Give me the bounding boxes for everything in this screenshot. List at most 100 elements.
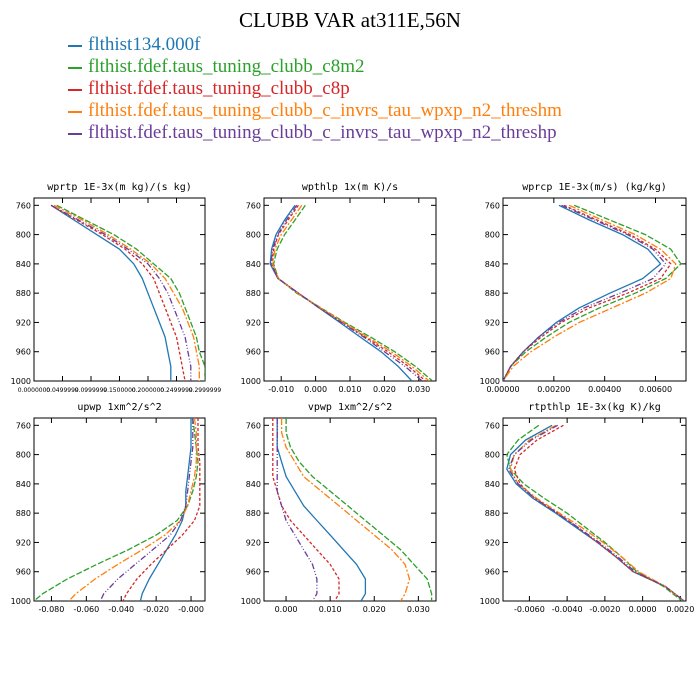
x-tick-label: 0.020 — [363, 605, 386, 614]
series-line-5 — [270, 204, 423, 381]
panel-title: upwp 1xm^2/s^2 — [77, 402, 161, 413]
plot-frame — [33, 417, 206, 602]
y-tick-label: 1000 — [241, 377, 261, 386]
series-line-3 — [50, 204, 186, 381]
x-tick-label: 0.1500000 — [103, 387, 136, 394]
series-line-4 — [271, 204, 430, 381]
y-tick-label: 760 — [16, 421, 31, 430]
series-line-3 — [513, 424, 685, 601]
legend-label: flthist.fdef.taus_tuning_clubb_c8m2 — [88, 56, 365, 77]
x-tick-label: 0.000 — [275, 605, 298, 614]
y-tick-label: 840 — [246, 480, 261, 489]
series-line-3 — [503, 204, 672, 381]
series-line-2 — [56, 204, 205, 381]
y-tick-label: 760 — [246, 201, 261, 210]
series-line-1 — [276, 418, 367, 601]
y-tick-label: 880 — [246, 509, 261, 518]
y-tick-label: 840 — [485, 480, 500, 489]
x-tick-label: -0.000 — [178, 605, 204, 614]
main-title: CLUBB VAR at311E,56N — [239, 8, 461, 32]
legend-label: flthist134.000f — [88, 34, 201, 55]
y-tick-label: 1000 — [241, 597, 261, 606]
x-tick-label: -0.060 — [73, 605, 99, 614]
x-tick-label: 0.0000000 — [18, 387, 51, 394]
series-line-4 — [503, 204, 677, 381]
legend-line-icon — [68, 88, 82, 91]
x-tick-label: -0.020 — [143, 605, 169, 614]
x-tick-label: 0.020 — [373, 385, 396, 394]
x-tick-label: 0.0000 — [629, 605, 657, 614]
series-line-1 — [506, 424, 685, 601]
y-tick-label: 760 — [485, 421, 500, 430]
x-tick-label: 0.0999999 — [75, 387, 108, 394]
y-tick-label: 760 — [485, 201, 500, 210]
y-tick-label: 920 — [246, 318, 261, 327]
legend-entry: flthist.fdef.taus_tuning_clubb_c_invrs_t… — [68, 100, 562, 122]
panel-title: vpwp 1xm^2/s^2 — [308, 402, 392, 413]
chart-panel-4: upwp 1xm^2/s^2 760 800 840 880 920 960 1000 -0.0… — [11, 402, 206, 614]
x-tick-label: 0.0499999 — [46, 387, 79, 394]
y-tick-label: 800 — [246, 231, 261, 240]
x-tick-label: -0.040 — [108, 605, 134, 614]
series-line-1 — [139, 418, 192, 601]
chart-panel-2: wpthlp 1x(m K)/s 760 800 840 880 920 960 1000 -0… — [241, 182, 437, 394]
legend-line-icon — [68, 66, 82, 69]
y-tick-label: 1000 — [480, 377, 500, 386]
y-tick-label: 920 — [16, 318, 31, 327]
legend-line-icon — [68, 110, 82, 113]
y-tick-label: 800 — [16, 451, 31, 460]
y-tick-label: 880 — [16, 289, 31, 298]
series-line-5 — [503, 204, 667, 381]
figure-header: CLUBB VAR at311E,56N flthist134.000f flt… — [0, 0, 700, 160]
series-line-2 — [34, 418, 199, 601]
y-tick-label: 880 — [16, 509, 31, 518]
series-line-3 — [270, 204, 427, 381]
y-tick-label: 760 — [16, 201, 31, 210]
y-tick-label: 760 — [246, 421, 261, 430]
panel-title: wpthlp 1x(m K)/s — [302, 182, 398, 193]
plot-frame — [263, 417, 437, 602]
y-tick-label: 960 — [485, 568, 500, 577]
y-tick-label: 960 — [485, 348, 500, 357]
legend-entry: flthist.fdef.taus_tuning_clubb_c_invrs_t… — [68, 122, 562, 144]
x-tick-label: 0.0020 — [666, 605, 694, 614]
series-line-2 — [503, 204, 682, 381]
x-tick-label: -0.0040 — [552, 605, 583, 614]
legend: flthist134.000f flthist.fdef.taus_tuning… — [68, 34, 562, 144]
legend-line-icon — [68, 44, 82, 47]
series-line-1 — [269, 204, 413, 381]
chart-panel-3: wprcp 1E-3x(m/s) (kg/kg) 760 800 840 880 920 9… — [480, 182, 687, 394]
y-tick-label: 880 — [485, 289, 500, 298]
x-tick-label: 0.00000 — [486, 385, 519, 394]
y-tick-label: 840 — [246, 260, 261, 269]
legend-label: flthist.fdef.taus_tuning_clubb_c8p — [88, 78, 350, 99]
x-tick-label: -0.0060 — [514, 605, 545, 614]
y-tick-label: 1000 — [480, 597, 500, 606]
legend-entry: flthist.fdef.taus_tuning_clubb_c8m2 — [68, 56, 562, 78]
legend-label: flthist.fdef.taus_tuning_clubb_c_invrs_t… — [88, 100, 562, 121]
series-line-5 — [99, 418, 194, 601]
y-tick-label: 880 — [246, 289, 261, 298]
panel-title: wprtp 1E-3x(m kg)/(s kg) — [47, 182, 192, 193]
series-line-2 — [506, 424, 683, 601]
x-tick-label: 0.00600 — [639, 385, 672, 394]
y-tick-label: 840 — [16, 480, 31, 489]
y-tick-label: 920 — [485, 318, 500, 327]
y-tick-label: 920 — [246, 538, 261, 547]
panel-title: rtpthlp 1E-3x(kg K)/kg — [528, 402, 660, 413]
legend-entry: flthist134.000f — [68, 34, 562, 56]
series-line-1 — [50, 204, 172, 381]
plot-frame — [502, 417, 687, 602]
x-tick-label: 0.2499999 — [160, 387, 193, 394]
y-tick-label: 1000 — [11, 377, 31, 386]
series-line-2 — [285, 418, 433, 601]
series-line-4 — [53, 204, 200, 381]
series-line-5 — [508, 424, 685, 601]
x-tick-label: -0.0020 — [589, 605, 620, 614]
y-tick-label: 1000 — [11, 597, 31, 606]
y-tick-label: 880 — [485, 509, 500, 518]
y-tick-label: 840 — [485, 260, 500, 269]
y-tick-label: 800 — [485, 231, 500, 240]
y-tick-label: 960 — [246, 568, 261, 577]
y-tick-label: 800 — [246, 451, 261, 460]
